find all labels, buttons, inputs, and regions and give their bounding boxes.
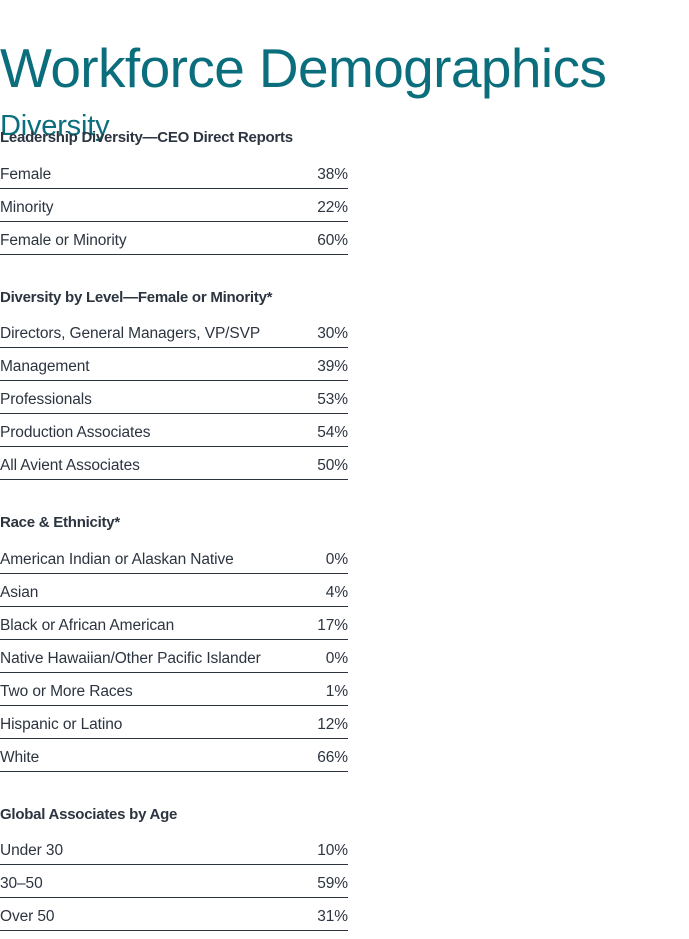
table-block: Race & Ethnicity* American Indian or Alas… [0,513,348,772]
table-row: Minority 22% [0,188,348,222]
table-heading: Race & Ethnicity* [0,514,120,531]
row-value: 12% [278,705,348,739]
row-label: Production Associates [0,413,278,447]
table-row: Directors, General Managers, VP/SVP 30% [0,314,348,348]
row-value: 54% [278,413,348,447]
row-value: 39% [278,347,348,381]
row-label: 30–50 [0,864,278,898]
row-label: Minority [0,188,278,222]
row-value: 59% [278,864,348,898]
table-row: Native Hawaiian/Other Pacific Islander 0% [0,639,348,673]
table-block: Leadership Diversity—CEO Direct Reports F… [0,128,348,255]
row-label: Management [0,347,278,381]
row-label: Under 30 [0,831,278,865]
table-row: Professionals 53% [0,380,348,414]
row-value: 4% [278,573,348,607]
table-row: Female or Minority 60% [0,221,348,255]
row-value: 66% [278,738,348,772]
row-label: Female or Minority [0,221,278,255]
table-row: Female 38% [0,155,348,189]
table-block: Global Associates by Age Under 30 10% 30–50… [0,805,348,931]
row-label: Two or More Races [0,672,278,706]
table-row: Management 39% [0,347,348,381]
tables-container: Leadership Diversity—CEO Direct Reports F… [0,128,348,931]
data-table: Under 30 10% 30–50 59% Over 50 31% [0,831,348,931]
section-title-diversity: Diversity [0,110,110,143]
data-table: American Indian or Alaskan Native 0% Asian… [0,540,348,772]
table-row: 30–50 59% [0,864,348,898]
row-value: 0% [278,540,348,574]
row-label: Over 50 [0,897,278,931]
table-heading: Diversity by Level—Female or Minority* [0,288,273,306]
table-heading: Leadership Diversity—CEO Direct Reports [0,129,293,146]
table-row: All Avient Associates 50% [0,446,348,480]
row-label: Female [0,155,278,189]
table-row: Two or More Races 1% [0,672,348,706]
data-table: Female 38% Minority 22% Female or Minority 60… [0,155,348,255]
table-row: American Indian or Alaskan Native 0% [0,540,348,574]
table-row: Black or African American 17% [0,606,348,640]
row-value: 30% [278,314,348,348]
row-label: Hispanic or Latino [0,705,278,739]
row-value: 50% [278,446,348,480]
row-label: American Indian or Alaskan Native [0,540,278,574]
row-label: All Avient Associates [0,446,278,480]
row-value: 22% [278,188,348,222]
row-value: 0% [278,639,348,673]
table-row: White 66% [0,738,348,772]
row-value: 31% [278,897,348,931]
row-label: Asian [0,573,278,607]
row-label: Professionals [0,380,278,414]
table-row: Under 30 10% [0,831,348,865]
table-row: Hispanic or Latino 12% [0,705,348,739]
table-row: Production Associates 54% [0,413,348,447]
row-value: 17% [278,606,348,640]
data-table: Directors, General Managers, VP/SVP 30% Ma… [0,314,348,480]
row-label: Black or African American [0,606,278,640]
row-value: 10% [278,831,348,865]
row-value: 60% [278,221,348,255]
row-label: Directors, General Managers, VP/SVP [0,314,278,348]
row-value: 1% [278,672,348,706]
table-block: Diversity by Level—Female or Minority* Di… [0,288,348,480]
table-row: Asian 4% [0,573,348,607]
table-row: Over 50 31% [0,897,348,931]
row-value: 38% [278,155,348,189]
row-label: White [0,738,278,772]
row-label: Native Hawaiian/Other Pacific Islander [0,639,278,673]
row-value: 53% [278,380,348,414]
table-heading: Global Associates by Age [0,805,178,823]
page-title: Workforce Demographics [0,36,607,99]
